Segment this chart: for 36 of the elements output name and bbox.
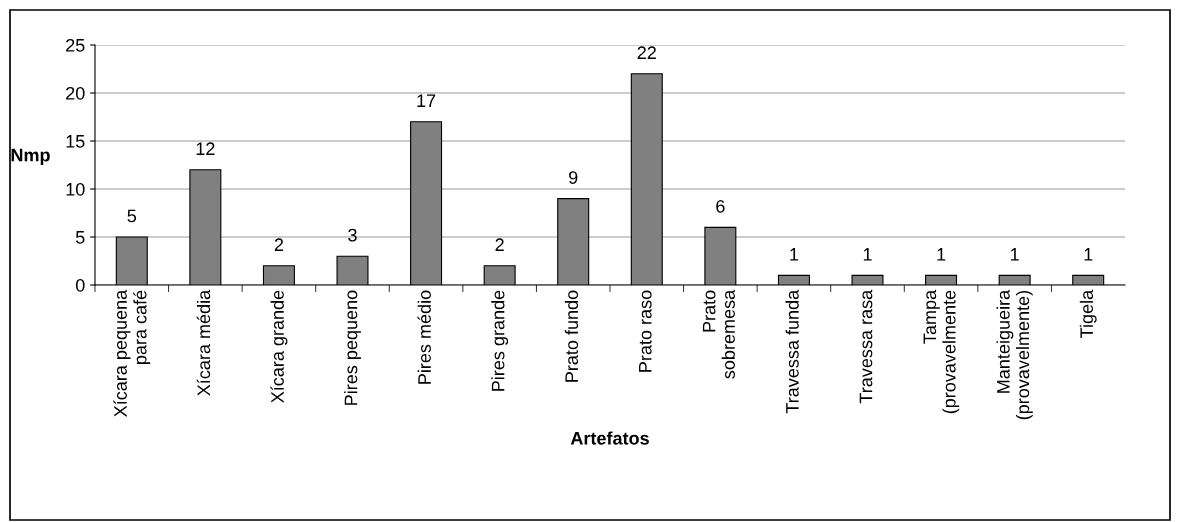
x-tick-label: Pires grande: [491, 290, 509, 391]
y-tick-label: 15: [66, 135, 85, 148]
data-label: 6: [716, 199, 725, 213]
data-label: 3: [348, 228, 357, 242]
data-label: 1: [1084, 248, 1093, 261]
data-label: 12: [196, 142, 215, 155]
y-tick-label: 5: [75, 231, 85, 244]
data-label: 1: [790, 248, 799, 261]
x-tick-label: Xícara pequena para café: [113, 289, 151, 417]
x-tick-label: Travessa funda: [785, 289, 799, 414]
data-label: 9: [569, 171, 578, 184]
x-tick-label: Pires médio: [417, 290, 431, 384]
data-label: 22: [637, 46, 656, 59]
x-tick-label: Tampa (provavelmente: [923, 289, 960, 414]
y-tick-label: 0: [75, 278, 85, 292]
data-label: 1: [1011, 248, 1019, 261]
x-tick-label: Xícara grande: [270, 290, 288, 403]
y-tick-label: 10: [66, 182, 85, 196]
x-tick-label: Prato sobremesa: [702, 289, 735, 379]
data-label: 2: [274, 238, 284, 251]
y-tick-label: 25: [66, 38, 85, 52]
x-tick-label: Xícara média: [196, 289, 211, 396]
x-tick-label: Prato raso: [639, 290, 652, 372]
x-tick-label: Travessa rasa: [859, 289, 873, 404]
x-axis-title: Artefatos: [570, 431, 649, 445]
y-axis-title: Nmp: [11, 148, 50, 165]
data-label: 5: [127, 209, 137, 223]
data-label: 1: [937, 248, 946, 261]
x-tick-label: Manteigueira (provavelmente): [996, 289, 1033, 420]
data-label: 2: [495, 238, 504, 251]
x-tick-label: Prato fundo: [564, 290, 579, 382]
x-tick-label: Tigela: [1079, 289, 1097, 338]
data-label: 17: [417, 94, 436, 107]
y-tick-label: 20: [66, 86, 85, 100]
data-label: 1: [863, 248, 872, 261]
x-tick-label: Pires pequeno: [344, 290, 361, 405]
